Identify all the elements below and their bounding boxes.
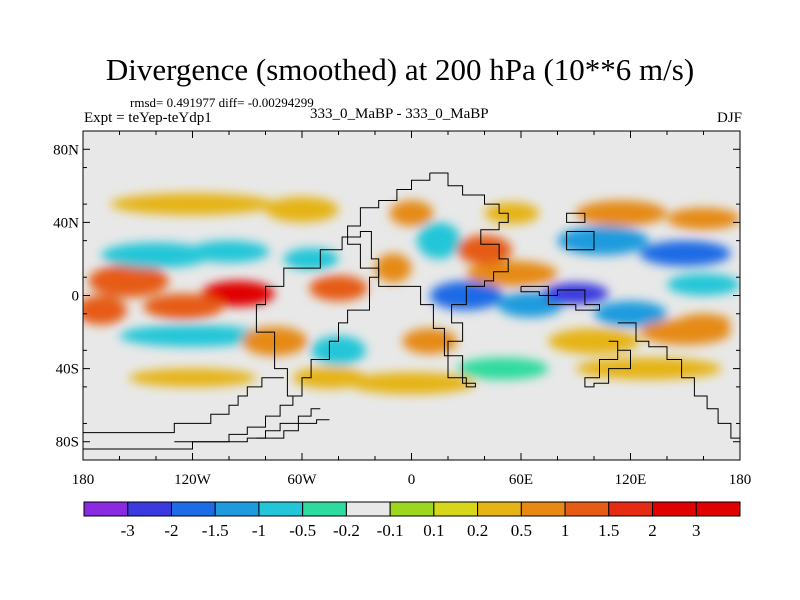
experiment-label: Expt = teYep-teYdp1: [84, 110, 212, 126]
colorbar-label-12: 2: [648, 521, 657, 540]
field-region-36: [676, 313, 731, 333]
field-region-28: [639, 240, 731, 267]
field-region-35: [457, 357, 549, 380]
colorbar-label-5: -0.2: [333, 521, 360, 540]
field-region-7: [110, 193, 275, 216]
x-axis: 180 120W 60W 0 60E 120E 180: [72, 131, 752, 488]
colorbar-label-11: 1.5: [598, 521, 619, 540]
colorbar-label-6: -0.1: [377, 521, 404, 540]
field-region-5: [101, 242, 211, 269]
field-region-9: [283, 247, 339, 270]
field-region-4: [143, 293, 224, 320]
y-tick-label-2: 0: [72, 289, 80, 305]
field-region-32: [548, 328, 640, 354]
colorbar-label-7: 0.1: [423, 521, 444, 540]
colorbar-box-12: [608, 501, 654, 517]
colorbar-box-13: [652, 501, 697, 517]
colorbar-label-1: -2: [164, 521, 178, 540]
field-region-27: [557, 226, 649, 256]
field-region-16: [402, 328, 458, 354]
colorbar-label-3: -1: [252, 521, 266, 540]
colorbar-box-2: [170, 501, 216, 517]
y-axis: 80N 40N 0 40S 80S: [53, 130, 740, 461]
colorbar-box-10: [520, 501, 566, 517]
y-tick-label-0: 80N: [53, 142, 79, 158]
y-tick-label-1: 40N: [53, 215, 79, 231]
field-region-1: [201, 280, 275, 307]
field-region-31: [484, 202, 540, 225]
x-tick-label-6: 180: [729, 472, 752, 488]
colorbar-label-4: -0.5: [289, 521, 316, 540]
field-region-12: [311, 335, 366, 365]
x-tick-label-3: 0: [408, 472, 416, 488]
coastline-6: [566, 212, 586, 223]
colorbar-box-9: [477, 501, 522, 517]
field-region-2: [309, 275, 368, 301]
field-region-30: [667, 207, 740, 230]
colorbar-box-1: [127, 501, 172, 517]
coastline-3: [617, 322, 740, 439]
field-region-8: [265, 196, 339, 223]
colorbar-box-7: [389, 501, 435, 517]
x-tick-label-0: 180: [72, 472, 95, 488]
field-region-0: [88, 264, 169, 298]
field-region-10: [119, 324, 266, 347]
field-region-29: [575, 200, 667, 227]
colorbar-box-4: [258, 501, 304, 517]
field-region-3: [83, 295, 127, 325]
colorbar: -3 -2 -1.5 -1 -0.5 -0.2 -0.1 0.1 0.2 0.5 1 1.5 2 3: [83, 501, 741, 540]
continent-outlines: [83, 172, 740, 450]
coastline-1: [255, 231, 380, 397]
field-region-22: [457, 235, 512, 265]
colorbar-label-13: 3: [692, 521, 701, 540]
colorbar-label-9: 0.5: [511, 521, 532, 540]
field-region-17: [375, 253, 412, 283]
colorbar-box-5: [302, 501, 347, 517]
coastline-2: [520, 285, 600, 311]
colorbar-label-8: 0.2: [467, 521, 488, 540]
runs-label: 333_0_MaBP - 333_0_MaBP: [310, 106, 489, 122]
field-region-21: [466, 260, 558, 287]
coastline-10: [256, 419, 330, 439]
coastline-5: [566, 231, 595, 251]
coastline-7: [83, 377, 284, 434]
field-region-18: [389, 200, 434, 227]
x-tick-label-4: 60E: [509, 472, 533, 488]
field-region-24: [542, 282, 609, 305]
field-region-6: [188, 240, 270, 263]
colorbar-label-0: -3: [121, 521, 135, 540]
x-tick-label-1: 120W: [174, 472, 212, 488]
x-tick-label-2: 60W: [287, 472, 317, 488]
x-tick-label-5: 120E: [615, 472, 647, 488]
colorbar-box-3: [214, 501, 260, 517]
coastline-4: [584, 340, 631, 388]
colorbar-box-11: [564, 501, 610, 517]
colorbar-box-0: [83, 501, 129, 517]
colorbar-label-2: -1.5: [202, 521, 229, 540]
field-region-13: [128, 368, 257, 387]
season-label: DJF: [716, 110, 742, 126]
chart-title: Divergence (smoothed) at 200 hPa (10**6 …: [105, 52, 695, 87]
coastline-0: [347, 172, 509, 388]
y-tick-label-4: 80S: [56, 435, 79, 451]
field-region-15: [347, 372, 476, 395]
field-region-25: [594, 300, 667, 327]
field-region-34: [575, 357, 722, 380]
colorbar-box-6: [345, 501, 391, 517]
divergence-field: [83, 193, 740, 395]
stats-line: rmsd= 0.491977 diff= -0.00294299: [130, 95, 314, 110]
field-region-19: [416, 222, 461, 259]
coastline-9: [174, 408, 321, 443]
colorbar-label-10: 1: [561, 521, 570, 540]
colorbar-box-14: [695, 501, 741, 517]
colorbar-box-8: [433, 501, 479, 517]
field-region-26: [667, 273, 740, 296]
y-tick-label-3: 40S: [56, 362, 79, 378]
